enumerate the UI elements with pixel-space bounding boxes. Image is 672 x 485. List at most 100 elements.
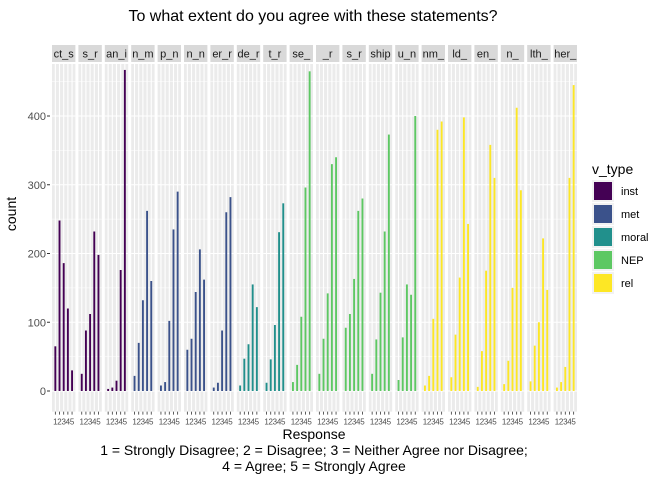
x-tick-label: 1 [317,418,322,427]
facet-strip [342,45,366,62]
x-tick-label: 4 [171,418,176,427]
facet-strip-label: nm_ [423,49,445,61]
facet-strip-label: er_r [212,49,232,61]
legend-key [594,251,612,269]
x-tick-label: 2 [480,418,485,427]
facet-panel: nm_ 1 2 3 4 5 [421,45,445,427]
x-tick-label: 2 [453,418,458,427]
x-tick-label: 4 [356,418,361,427]
bar [221,330,224,391]
bar [160,385,162,391]
facet-strip-label: n_m [132,49,153,61]
legend: v_type inst met moral NEP rel [592,161,649,294]
x-tick-label: 3 [141,418,146,427]
bar [387,134,390,391]
bar [273,325,276,391]
facet-panel: ld_ 1 2 3 4 5 [448,45,472,427]
facet-panel: n_n 1 2 3 4 5 [184,45,208,427]
bar [379,292,382,391]
x-tick-label: 4 [92,418,97,427]
bar [414,116,417,391]
bar [454,334,457,391]
legend-title: v_type [592,161,633,177]
facet-strip-label: _r [322,49,333,61]
bar [467,223,469,391]
x-tick-label: 5 [571,418,576,427]
bar [282,203,285,391]
x-tick-label: 5 [334,418,339,427]
bar [66,308,69,391]
x-tick-label: 2 [321,418,326,427]
facet-strip-label: s_r [82,49,98,61]
bar [243,358,246,391]
facet-panel: ct_s 1 2 3 4 5 [52,45,76,427]
bar [168,320,171,391]
bar [80,373,83,391]
bar [511,287,514,391]
bar [476,386,479,391]
bar [529,381,532,391]
x-tick-label: 2 [268,418,273,427]
bar [330,164,333,391]
x-tick-label: 1 [132,418,137,427]
facet-panel: her_ 1 2 3 4 5 [553,45,577,427]
bar [432,318,435,391]
x-tick-label: 4 [250,418,255,427]
x-tick-label: 1 [502,418,507,427]
x-tick-label: 4 [330,418,335,427]
bar [123,69,126,391]
facet-panel: _r 1 2 3 4 5 [316,45,340,427]
x-tick-label: 5 [307,418,312,427]
facet-panel: an_i 1 2 3 4 5 [104,45,129,427]
bar [141,300,144,391]
facet-strip [263,45,287,62]
bar [489,144,492,391]
bar [212,387,215,391]
x-tick-label: 5 [175,418,180,427]
bar [515,107,518,391]
x-tick-label: 3 [114,418,119,427]
x-tick-label: 2 [374,418,379,427]
bar [308,71,311,391]
x-tick-label: 2 [400,418,405,427]
facet-strip-label: t_r [268,49,281,61]
bar [198,249,201,391]
facet-strip [236,45,261,62]
bar [54,346,57,391]
bar [146,210,149,391]
bar [410,294,413,391]
x-tick-label: 3 [273,418,278,427]
bar [546,289,549,391]
bar [326,293,329,391]
y-tick-label: 300 [28,180,46,192]
bar [542,238,545,391]
bar [304,187,307,391]
facet-strip [131,45,155,62]
x-tick-label: 2 [136,418,141,427]
x-tick-label: 2 [84,418,89,427]
x-tick-label: 5 [466,418,471,427]
x-tick-label: 4 [277,418,282,427]
x-tick-label: 2 [189,418,194,427]
y-tick-label: 100 [28,317,46,329]
bar [335,157,337,391]
bar [405,284,408,391]
bar [397,380,400,391]
facet-strip [474,45,498,62]
x-tick-label: 5 [413,418,418,427]
chart-title: To what extent do you agree with these s… [128,8,497,25]
x-tick-label: 5 [545,418,550,427]
bar [278,232,281,391]
facet-strip-label: her_ [554,49,577,61]
x-tick-label: 4 [514,418,519,427]
facet-strip-label: an_i [106,49,127,61]
x-axis-label: Response [282,426,345,442]
x-axis-note-line-2: 4 = Agree; 5 = Strongly Agree [222,458,406,474]
facet-panel: en_ 1 2 3 4 5 [474,45,498,427]
bar [58,220,61,391]
bar [133,375,136,391]
x-tick-label: 4 [541,418,546,427]
facet-strip [448,45,472,62]
